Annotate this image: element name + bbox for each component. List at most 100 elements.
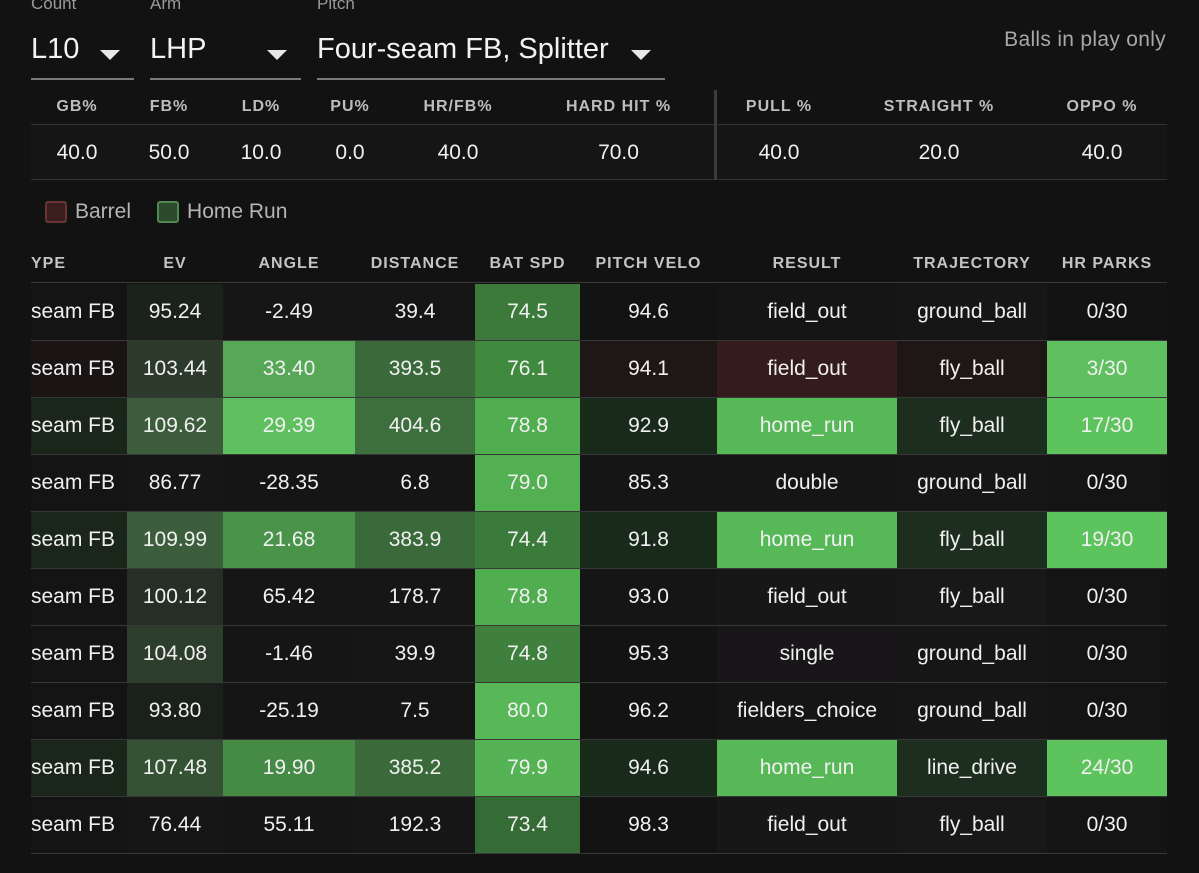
cell-ev: 86.77 [127,455,223,511]
cell-pitch-velo: 91.8 [580,512,717,568]
table-row[interactable]: seam FB 104.08 -1.46 39.9 74.8 95.3 single grou… [31,626,1167,683]
cell-angle: 65.42 [223,569,355,625]
cell-hr-parks: 0/30 [1047,626,1167,682]
col-header-type[interactable]: YPE [31,255,67,272]
table-row[interactable]: seam FB 109.99 21.68 383.9 74.4 91.8 home_run f… [31,512,1167,569]
count-value: L10 [31,33,80,65]
legend-home-run[interactable]: Home Run [157,200,287,224]
cell-distance: 6.8 [355,455,475,511]
col-header-hr-parks[interactable]: HR PARKS [1061,255,1153,272]
cell-type: seam FB [31,455,127,511]
cell-distance: 383.9 [355,512,475,568]
cell-trajectory: fly_ball [897,341,1047,397]
cell-ev: 76.44 [127,797,223,853]
col-header-pitch-velo[interactable]: PITCH VELO [595,255,702,272]
cell-angle: 33.40 [223,341,355,397]
table-row[interactable]: seam FB 86.77 -28.35 6.8 79.0 85.3 double groun… [31,455,1167,512]
cell-angle: -2.49 [223,284,355,340]
cell-ev: 103.44 [127,341,223,397]
col-header-bat-spd[interactable]: BAT SPD [489,255,566,272]
cell-angle: -1.46 [223,626,355,682]
cell-hr-parks: 0/30 [1047,797,1167,853]
stat-hard-hit: HARD HIT % 70.0 [523,90,714,180]
chevron-down-icon [631,50,651,60]
cell-pitch-velo: 94.6 [580,740,717,796]
cell-type: seam FB [31,740,127,796]
cell-type: seam FB [31,284,127,340]
cell-angle: -25.19 [223,683,355,739]
table-row[interactable]: seam FB 100.12 65.42 178.7 78.8 93.0 field_out… [31,569,1167,626]
stat-header: PU% [330,98,370,115]
stat-header: PULL % [745,98,813,115]
stat-fb: FB% 50.0 [123,90,215,180]
table-row[interactable]: seam FB 109.62 29.39 404.6 78.8 92.9 home_run f… [31,398,1167,455]
cell-type: seam FB [31,683,127,739]
stat-pull: PULL % 40.0 [717,90,841,180]
cell-pitch-velo: 98.3 [580,797,717,853]
cell-type: seam FB [31,626,127,682]
stat-value: 40.0 [1037,124,1167,180]
table-row[interactable]: seam FB 107.48 19.90 385.2 79.9 94.6 home_run l… [31,740,1167,797]
cell-bat-spd: 80.0 [475,683,580,739]
table-row[interactable]: seam FB 93.80 -25.19 7.5 80.0 96.2 fielders_ch… [31,683,1167,740]
table-header: YPE EV ANGLE DISTANCE BAT SPD PITCH VELO RESUL… [31,249,1167,283]
cell-pitch-velo: 92.9 [580,398,717,454]
stat-value: 10.0 [215,124,307,180]
barrel-swatch [45,201,67,223]
cell-result: home_run [717,398,897,454]
cell-angle: -28.35 [223,455,355,511]
cell-bat-spd: 74.8 [475,626,580,682]
stat-header: LD% [241,98,281,115]
cell-distance: 385.2 [355,740,475,796]
cell-hr-parks: 0/30 [1047,455,1167,511]
cell-pitch-velo: 93.0 [580,569,717,625]
col-header-result[interactable]: RESULT [772,255,842,272]
legend-label: Barrel [75,200,132,223]
cell-bat-spd: 74.4 [475,512,580,568]
col-header-angle[interactable]: ANGLE [258,255,320,272]
cell-distance: 178.7 [355,569,475,625]
stat-value: 40.0 [393,124,523,180]
arm-select[interactable]: LHP [150,30,301,80]
table-row[interactable]: seam FB 95.24 -2.49 39.4 74.5 94.6 field_out gr… [31,284,1167,341]
cell-hr-parks: 3/30 [1047,341,1167,397]
home-run-swatch [157,201,180,223]
stat-value: 0.0 [307,124,393,180]
stat-value: 40.0 [31,124,123,180]
cell-hr-parks: 17/30 [1047,398,1167,454]
cell-result: single [717,626,897,682]
table-row[interactable]: seam FB 76.44 55.11 192.3 73.4 98.3 field_out f… [31,797,1167,854]
cell-ev: 107.48 [127,740,223,796]
stat-straight: STRAIGHT % 20.0 [841,90,1037,180]
cell-angle: 19.90 [223,740,355,796]
balls-in-play-toggle[interactable]: Balls in play only [1004,28,1166,51]
cell-bat-spd: 76.1 [475,341,580,397]
cell-hr-parks: 24/30 [1047,740,1167,796]
stat-value: 50.0 [123,124,215,180]
cell-pitch-velo: 94.6 [580,284,717,340]
cell-distance: 192.3 [355,797,475,853]
col-header-trajectory[interactable]: TRAJECTORY [913,255,1031,272]
stat-header: HARD HIT % [565,98,672,115]
col-header-distance[interactable]: DISTANCE [370,255,460,272]
cell-trajectory: fly_ball [897,569,1047,625]
cell-hr-parks: 0/30 [1047,284,1167,340]
pitch-select[interactable]: Four-seam FB, Splitter [317,30,665,80]
cell-ev: 95.24 [127,284,223,340]
cell-pitch-velo: 94.1 [580,341,717,397]
legend-barrel[interactable]: Barrel [45,200,131,224]
stat-pu: PU% 0.0 [307,90,393,180]
cell-trajectory: ground_ball [897,455,1047,511]
cell-trajectory: ground_ball [897,284,1047,340]
cell-ev: 109.62 [127,398,223,454]
table-row[interactable]: seam FB 103.44 33.40 393.5 76.1 94.1 field_out… [31,341,1167,398]
cell-type: seam FB [31,398,127,454]
legend-label: Home Run [187,200,288,223]
cell-trajectory: fly_ball [897,398,1047,454]
stat-header: OPPO % [1066,98,1138,115]
cell-type: seam FB [31,569,127,625]
count-select[interactable]: L10 [31,30,134,80]
cell-angle: 21.68 [223,512,355,568]
cell-bat-spd: 79.9 [475,740,580,796]
col-header-ev[interactable]: EV [163,255,187,272]
